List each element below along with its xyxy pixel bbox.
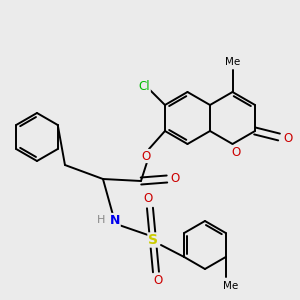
- Text: O: O: [231, 146, 240, 158]
- Text: O: O: [170, 172, 180, 185]
- Text: H: H: [97, 215, 105, 225]
- Text: Me: Me: [223, 281, 238, 291]
- Text: S: S: [148, 233, 158, 247]
- Text: O: O: [284, 133, 293, 146]
- Text: N: N: [110, 214, 120, 226]
- Text: O: O: [143, 193, 153, 206]
- Text: O: O: [153, 274, 163, 287]
- Text: Me: Me: [225, 57, 240, 67]
- Text: O: O: [141, 149, 151, 163]
- Text: Cl: Cl: [139, 80, 150, 93]
